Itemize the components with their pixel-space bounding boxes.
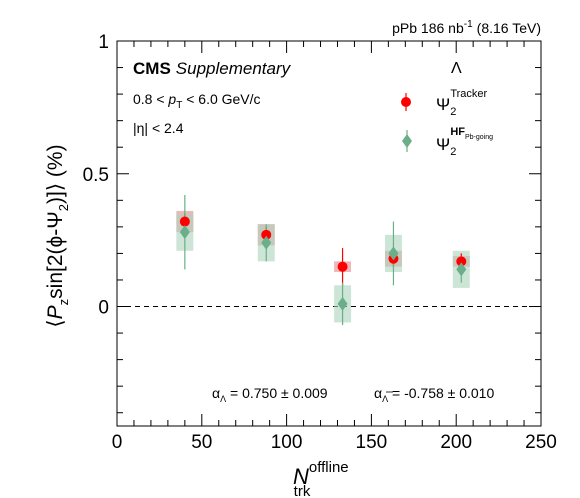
alpha-lambda-label: αΛ = 0.750 ± 0.009 xyxy=(212,385,328,404)
luminosity-label: pPb 186 nb-1 (8.16 TeV) xyxy=(392,19,541,36)
data-point-diamond xyxy=(456,262,467,277)
legend-title: Λ xyxy=(451,60,462,77)
data-point-circle xyxy=(261,229,272,240)
x-tick-label: 0 xyxy=(112,432,123,453)
cms-label: CMS Supplementary xyxy=(133,59,292,78)
data-point-circle xyxy=(337,261,348,272)
plot-frame xyxy=(116,40,542,427)
legend-hf-marker xyxy=(402,134,412,148)
y-tick-label: 1 xyxy=(98,32,109,53)
x-tick-label: 200 xyxy=(440,432,472,453)
alpha-antilambda-label: αΛ = -0.758 ± 0.010 xyxy=(374,385,494,404)
legend-tracker-marker xyxy=(401,97,411,107)
x-tick-label: 250 xyxy=(525,432,557,453)
data-markers xyxy=(179,216,467,311)
legend-hf-label: Ψ2HFPb-going xyxy=(436,126,493,158)
data-point-circle xyxy=(179,216,190,227)
systematic-boxes xyxy=(176,210,470,323)
x-tick-label: 50 xyxy=(191,432,212,453)
data-point-circle xyxy=(456,256,467,267)
axis-ticks: 0 50 100 150 200 250 0 0.5 1 xyxy=(83,32,557,453)
legend-entry-tracker: Ψ2Tracker xyxy=(401,88,488,118)
eta-cut-label: |η| < 2.4 xyxy=(133,120,184,136)
data-point-diamond xyxy=(388,246,399,261)
legend-tracker-label: Ψ2Tracker xyxy=(436,88,488,118)
y-tick-label: 0 xyxy=(98,298,109,319)
x-tick-label: 150 xyxy=(356,432,388,453)
data-point-diamond xyxy=(179,225,190,240)
x-axis-title: Noffline trk xyxy=(293,459,349,498)
x-tick-label: 100 xyxy=(271,432,303,453)
legend-entry-hf: Ψ2HFPb-going xyxy=(402,126,493,158)
statistical-error-bars xyxy=(184,195,462,326)
y-axis-title: ⟨Pzsin[2(ϕ-Ψ2)]⟩ (%) xyxy=(44,144,71,327)
pt-cut-label: 0.8 < pT < 6.0 GeV/c xyxy=(133,91,261,111)
data-point-diamond xyxy=(337,296,348,311)
y-tick-label: 0.5 xyxy=(83,165,109,186)
data-point-diamond xyxy=(261,235,272,250)
